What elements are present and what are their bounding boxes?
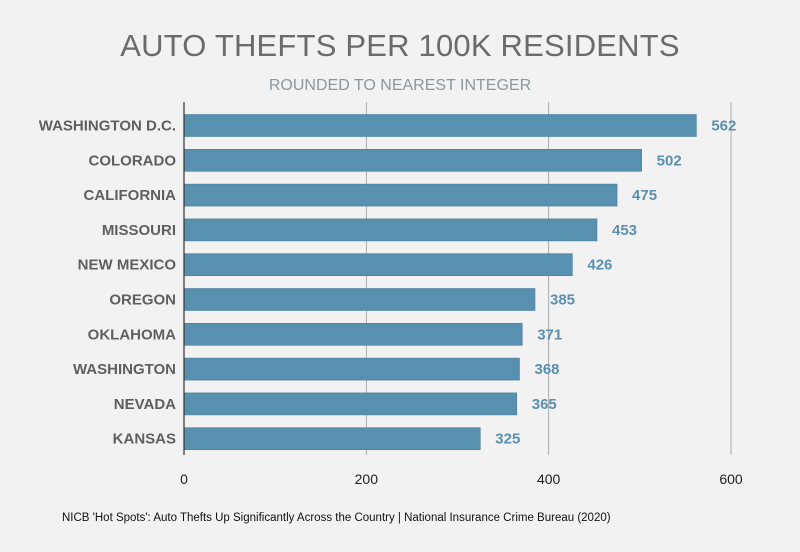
category-label-4: NEW MEXICO (78, 257, 177, 274)
category-label-0: WASHINGTON D.C. (39, 118, 176, 135)
chart-title: AUTO THEFTS PER 100K RESIDENTS (120, 28, 680, 63)
value-label-8: 365 (532, 396, 557, 413)
value-label-1: 502 (657, 152, 682, 169)
category-label-1: COLORADO (89, 152, 177, 169)
value-label-9: 325 (495, 431, 520, 448)
value-label-5: 385 (550, 292, 575, 309)
source-note: NICB 'Hot Spots': Auto Thefts Up Signifi… (62, 512, 611, 524)
category-label-2: CALIFORNIA (84, 187, 177, 204)
bar-4 (183, 253, 573, 276)
category-label-9: KANSAS (113, 431, 176, 448)
bar-1 (183, 149, 642, 172)
x-tick-label-200: 200 (355, 471, 379, 487)
bar-5 (183, 288, 536, 311)
x-tick-label-400: 400 (537, 471, 561, 487)
category-label-5: OREGON (109, 292, 176, 309)
bar-9 (183, 427, 481, 451)
bar-6 (183, 322, 523, 346)
category-label-6: OKLAHOMA (88, 326, 176, 343)
value-label-7: 368 (534, 361, 559, 378)
bar-0 (183, 114, 697, 137)
category-label-3: MISSOURI (102, 222, 176, 239)
bar-3 (183, 218, 598, 242)
bar-8 (183, 392, 518, 416)
chart-subtitle: ROUNDED TO NEAREST INTEGER (268, 77, 532, 94)
x-tick-label-0: 0 (180, 471, 188, 487)
value-label-6: 371 (537, 326, 562, 343)
value-label-0: 562 (711, 118, 736, 135)
x-tick-label-600: 600 (719, 471, 743, 487)
value-label-2: 475 (632, 187, 657, 204)
value-label-3: 453 (612, 222, 637, 239)
bar-2 (183, 183, 618, 207)
bar-7 (183, 357, 520, 381)
category-label-7: WASHINGTON (73, 361, 176, 378)
category-label-8: NEVADA (114, 396, 176, 413)
value-label-4: 426 (587, 257, 612, 274)
